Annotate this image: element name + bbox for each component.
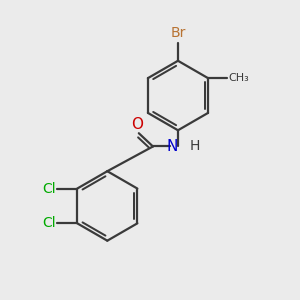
Text: H: H: [189, 140, 200, 154]
Text: Cl: Cl: [42, 182, 56, 196]
Text: O: O: [131, 117, 143, 132]
Text: Cl: Cl: [42, 216, 56, 230]
Text: CH₃: CH₃: [229, 73, 249, 83]
Text: Br: Br: [170, 26, 186, 40]
Text: N: N: [167, 139, 178, 154]
